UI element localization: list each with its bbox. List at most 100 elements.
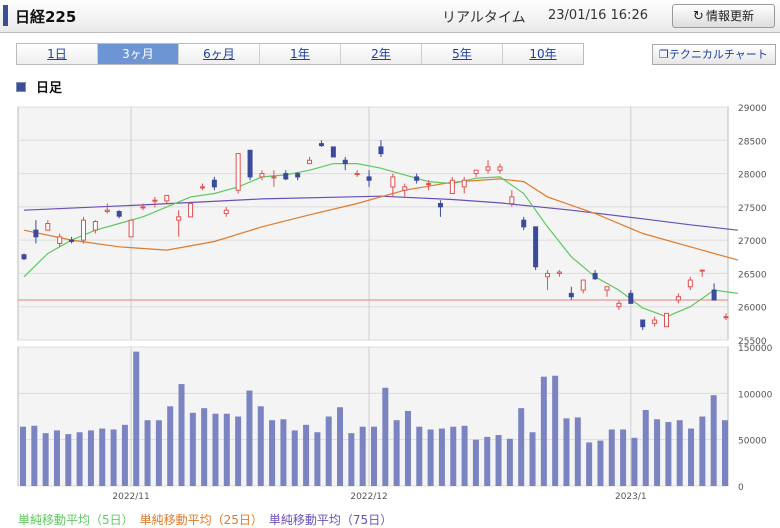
- volume-bar: [87, 430, 94, 486]
- volume-bar: [201, 408, 208, 486]
- volume-bar: [438, 428, 445, 486]
- candle-body: [378, 146, 384, 155]
- tab-10year[interactable]: 10年: [503, 44, 583, 64]
- volume-bar: [540, 376, 547, 486]
- tab-3month[interactable]: 3ヶ月: [98, 44, 179, 64]
- legend-ma75: 単純移動平均（75日）: [268, 513, 393, 527]
- candle-body: [33, 229, 39, 238]
- candle-body: [140, 206, 146, 209]
- candle-body: [295, 173, 301, 178]
- volume-bar: [20, 426, 26, 486]
- date-tick-label: 2022/12: [350, 492, 387, 502]
- volume-bar: [642, 410, 649, 486]
- candle-body: [473, 169, 479, 175]
- candle-body: [164, 195, 170, 202]
- volume-bar: [291, 430, 298, 486]
- volume-bar: [235, 416, 242, 486]
- candle-body: [116, 211, 122, 217]
- candle-body: [104, 209, 110, 213]
- volume-bar: [393, 420, 400, 486]
- volume-bar: [688, 428, 695, 486]
- tab-1day[interactable]: 1日: [17, 44, 98, 64]
- candle-body: [235, 153, 241, 191]
- volume-bar: [574, 417, 581, 486]
- price-tick-label: 25500: [738, 337, 767, 347]
- volume-bar: [280, 419, 287, 486]
- price-tick-label: 28000: [738, 171, 767, 181]
- legend-ma25: 単純移動平均（25日）: [139, 513, 263, 527]
- volume-bar: [495, 435, 502, 486]
- candle-body: [366, 176, 372, 181]
- volume-bar: [155, 420, 162, 486]
- candle-body: [497, 166, 503, 171]
- candle-body: [21, 254, 27, 260]
- volume-bar: [325, 416, 332, 486]
- volume-tick-label: 150000: [738, 344, 773, 354]
- volume-bar: [144, 420, 151, 486]
- header-accent: [3, 5, 8, 26]
- price-tick-label: 28500: [738, 137, 767, 147]
- volume-bar: [110, 429, 117, 486]
- tab-1year[interactable]: 1年: [260, 44, 341, 64]
- date-tick-label: 2022/11: [112, 492, 149, 502]
- volume-bar: [178, 384, 185, 486]
- candle-body: [545, 272, 551, 278]
- candle-body: [211, 179, 217, 188]
- page-title: 日経225: [15, 8, 77, 26]
- technical-chart-label: テクニカルチャート: [668, 48, 768, 61]
- volume-bar: [620, 429, 627, 486]
- legend-ma5: 単純移動平均（5日）: [18, 513, 134, 527]
- volume-tick-label: 50000: [738, 437, 767, 447]
- volume-bar: [303, 424, 310, 486]
- price-tick-label: 29000: [738, 104, 767, 114]
- candle-body: [426, 183, 432, 186]
- volume-bar: [710, 395, 717, 486]
- candle-body: [687, 279, 693, 288]
- tab-6month[interactable]: 6ヶ月: [179, 44, 260, 64]
- candle-body: [69, 239, 75, 242]
- candle-body: [723, 316, 729, 319]
- volume-bar: [31, 425, 38, 486]
- candle-body: [711, 289, 717, 301]
- candle-body: [152, 199, 158, 202]
- volume-bar: [42, 433, 49, 486]
- ma5-line: [23, 162, 738, 318]
- window-icon: ❐: [659, 48, 669, 61]
- volume-bar: [348, 433, 355, 486]
- candle-body: [414, 176, 420, 181]
- tab-2year[interactable]: 2年: [341, 44, 422, 64]
- candle-body: [402, 186, 408, 191]
- volume-bar: [359, 426, 366, 486]
- volume-bar: [676, 420, 683, 486]
- volume-bar: [121, 424, 128, 486]
- tab-5year[interactable]: 5年: [422, 44, 503, 64]
- candle-body: [652, 319, 658, 324]
- update-label: 情報更新: [705, 9, 754, 23]
- volume-bar: [586, 442, 593, 486]
- candle-body: [128, 219, 134, 238]
- update-button[interactable]: ↻ 情報更新: [672, 4, 775, 28]
- candle-body: [318, 143, 324, 147]
- volume-bar: [337, 407, 344, 486]
- volume-bar: [212, 413, 219, 486]
- volume-bar: [223, 413, 230, 486]
- volume-bar: [382, 387, 389, 486]
- technical-chart-button[interactable]: ❐テクニカルチャート: [652, 44, 776, 65]
- ma75-line: [23, 195, 738, 231]
- candle-body: [92, 221, 98, 231]
- volume-bar: [654, 419, 661, 486]
- volume-bar: [506, 438, 513, 486]
- candle-body: [247, 149, 253, 178]
- candle-body: [628, 292, 634, 304]
- volume-bar: [189, 412, 196, 486]
- candle-body: [307, 159, 313, 165]
- volume-bar: [257, 406, 264, 486]
- section-title: 日足: [36, 81, 63, 96]
- volume-tick-label: 0: [738, 483, 744, 493]
- volume-bar: [450, 426, 457, 486]
- price-panel: [17, 106, 729, 341]
- volume-bar: [552, 375, 559, 486]
- candle-body: [45, 223, 51, 231]
- timestamp: 23/01/16 16:26: [548, 8, 648, 23]
- volume-bar: [314, 432, 321, 486]
